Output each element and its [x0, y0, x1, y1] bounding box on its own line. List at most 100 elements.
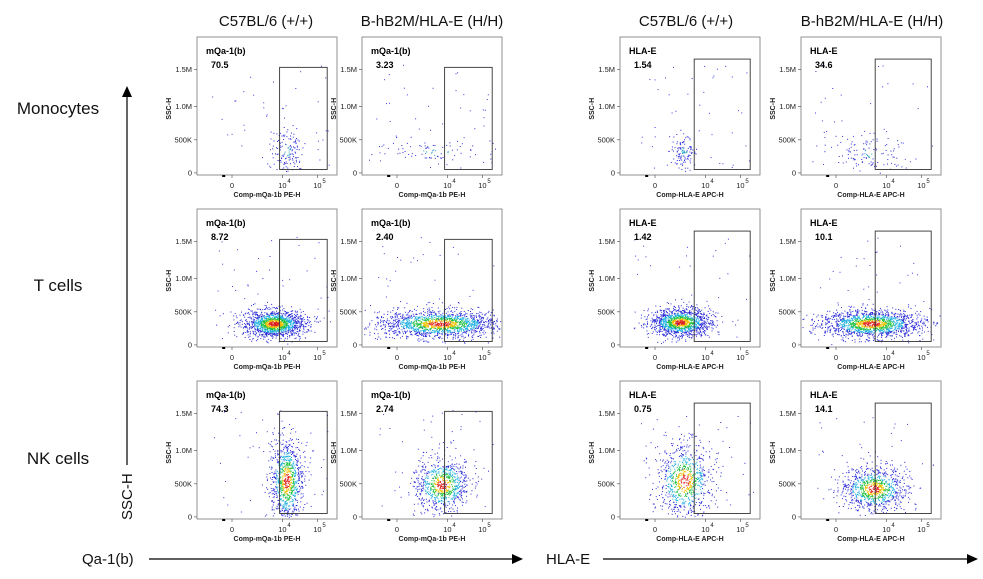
event-dot	[280, 333, 282, 335]
event-dot	[432, 327, 433, 329]
event-dot	[269, 320, 271, 322]
event-dot	[683, 335, 685, 336]
event-dot	[420, 145, 422, 147]
event-dot	[274, 333, 276, 335]
event-dot	[692, 322, 694, 324]
event-dot	[276, 312, 278, 314]
event-dot	[679, 158, 681, 160]
event-dot	[431, 315, 433, 317]
event-dot	[420, 323, 422, 325]
event-dot	[865, 142, 867, 144]
event-dot	[288, 327, 290, 329]
event-dot	[393, 307, 395, 309]
event-dot	[291, 315, 293, 317]
event-dot	[448, 334, 450, 336]
event-dot	[296, 236, 298, 238]
event-dot	[414, 318, 416, 320]
event-dot	[461, 318, 463, 320]
event-dot	[668, 94, 670, 96]
event-dot	[480, 312, 482, 314]
event-dot	[442, 324, 444, 326]
event-dot	[446, 322, 448, 324]
event-dot	[465, 319, 467, 321]
event-dot	[698, 130, 700, 132]
event-dot	[432, 150, 434, 152]
event-dot	[679, 339, 681, 341]
event-dot	[233, 269, 235, 271]
event-dot	[265, 316, 267, 318]
event-dot	[274, 313, 276, 315]
event-dot	[283, 317, 285, 319]
event-dot	[434, 318, 436, 320]
event-dot	[676, 320, 677, 322]
event-dot	[408, 321, 410, 323]
event-dot	[392, 310, 394, 312]
event-dot	[824, 97, 826, 99]
event-dot	[268, 326, 270, 328]
event-dot	[674, 325, 676, 326]
event-dot	[420, 237, 422, 239]
event-dot	[264, 323, 266, 324]
event-dot	[668, 302, 669, 304]
event-dot	[281, 314, 283, 316]
event-dot	[405, 331, 407, 333]
event-dot	[431, 321, 433, 323]
event-dot	[418, 323, 420, 325]
event-dot	[475, 315, 477, 317]
event-dot	[657, 325, 659, 327]
event-dot	[676, 163, 678, 164]
event-dot	[285, 322, 287, 324]
event-dot	[437, 331, 439, 333]
event-dot	[679, 316, 681, 317]
event-dot	[301, 317, 303, 319]
event-dot	[687, 317, 689, 319]
event-dot	[694, 308, 696, 310]
event-dot	[291, 319, 293, 321]
event-dot	[685, 158, 687, 160]
event-dot	[673, 336, 675, 338]
event-dot	[306, 330, 308, 332]
event-dot	[674, 307, 676, 309]
event-dot	[270, 131, 272, 133]
event-dot	[451, 325, 453, 327]
event-dot	[411, 153, 413, 155]
event-dot	[897, 140, 899, 142]
event-dot	[423, 150, 425, 152]
event-dot	[299, 327, 301, 329]
event-dot	[319, 159, 321, 161]
event-dot	[688, 318, 690, 320]
event-dot	[657, 89, 659, 91]
event-dot	[400, 301, 401, 303]
event-dot	[290, 132, 292, 134]
event-dot	[425, 316, 427, 318]
event-dot	[403, 316, 405, 318]
event-dot	[466, 319, 468, 321]
event-dot	[647, 316, 648, 318]
event-dot	[314, 320, 316, 322]
event-dot	[404, 307, 406, 309]
y-tick-label: 0	[188, 340, 192, 349]
event-dot	[703, 313, 705, 315]
event-dot	[472, 326, 474, 328]
event-dot	[272, 307, 274, 309]
gate-percentage: 70.5	[211, 60, 229, 70]
event-dot	[299, 323, 301, 325]
event-dot	[262, 323, 264, 325]
event-dot	[861, 154, 863, 156]
event-dot	[264, 318, 266, 319]
event-dot	[409, 317, 411, 319]
event-dot	[410, 136, 412, 138]
event-dot	[401, 145, 403, 146]
event-dot	[476, 321, 478, 323]
event-dot	[253, 322, 255, 323]
event-dot	[431, 324, 433, 326]
event-dot	[416, 324, 418, 326]
event-dot	[449, 326, 451, 327]
event-dot	[268, 324, 270, 326]
event-dot	[458, 331, 460, 333]
event-dot	[688, 325, 690, 327]
event-dot	[429, 329, 431, 330]
event-dot	[438, 327, 440, 329]
event-dot	[273, 163, 275, 165]
event-dot	[447, 311, 449, 313]
